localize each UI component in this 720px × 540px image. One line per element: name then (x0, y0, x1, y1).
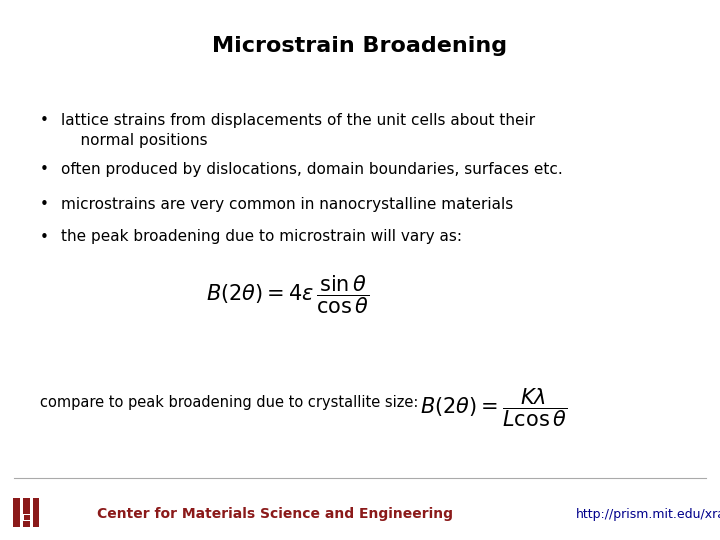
Text: •: • (40, 113, 48, 129)
Bar (24, 515, 30, 521)
Text: often produced by dislocations, domain boundaries, surfaces etc.: often produced by dislocations, domain b… (61, 162, 563, 177)
Bar (23, 498, 30, 514)
Text: •: • (40, 230, 48, 245)
Text: Microstrain Broadening: Microstrain Broadening (212, 36, 508, 56)
Text: $B(2\theta)=\dfrac{K\lambda}{L\cos\theta}$: $B(2\theta)=\dfrac{K\lambda}{L\cos\theta… (420, 387, 567, 429)
Text: compare to peak broadening due to crystallite size:: compare to peak broadening due to crysta… (40, 395, 418, 410)
Text: $B(2\theta)=4\varepsilon\,\dfrac{\sin\theta}{\cos\theta}$: $B(2\theta)=4\varepsilon\,\dfrac{\sin\th… (206, 273, 370, 315)
Text: lattice strains from displacements of the unit cells about their
    normal posi: lattice strains from displacements of th… (61, 113, 536, 147)
Text: Center for Materials Science and Engineering: Center for Materials Science and Enginee… (97, 507, 453, 521)
Text: •: • (40, 162, 48, 177)
Text: •: • (40, 197, 48, 212)
Bar (23, 522, 30, 526)
Text: http://prism.mit.edu/xray: http://prism.mit.edu/xray (576, 508, 720, 521)
Text: microstrains are very common in nanocrystalline materials: microstrains are very common in nanocrys… (61, 197, 513, 212)
Bar (33, 498, 39, 526)
Text: the peak broadening due to microstrain will vary as:: the peak broadening due to microstrain w… (61, 230, 462, 245)
Bar (13, 498, 20, 526)
